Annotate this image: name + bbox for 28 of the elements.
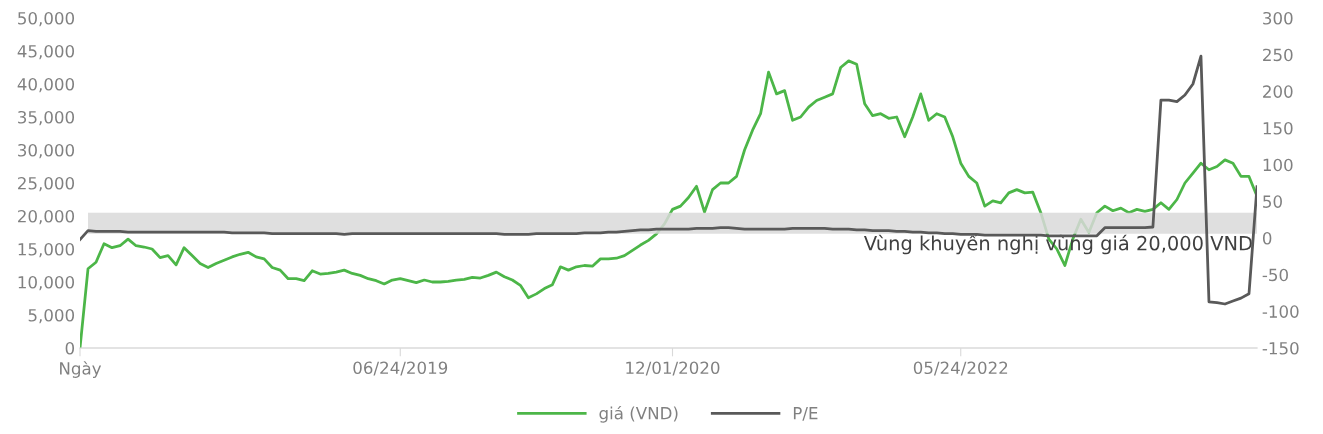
x-tick-label: 06/24/2019 bbox=[353, 361, 448, 376]
y-tick-label: 20,000 bbox=[18, 209, 75, 225]
y2-tick-label: -150 bbox=[1262, 341, 1299, 355]
y2-tick-label: 50 bbox=[1263, 195, 1282, 208]
y2-tick-label: 0 bbox=[1262, 231, 1272, 245]
y2-tick-label: 300 bbox=[1263, 11, 1293, 25]
x-tick-label: Ngày bbox=[60, 361, 102, 378]
y2-tick-label: 100 bbox=[1263, 158, 1293, 172]
y-tick-label: 10,000 bbox=[18, 275, 75, 291]
y2-tick-label: -100 bbox=[1262, 305, 1299, 318]
y2-tick-label: 200 bbox=[1263, 85, 1293, 98]
y2-tick-label: 150 bbox=[1263, 121, 1293, 135]
y-tick-label: 15,000 bbox=[18, 242, 75, 258]
y-tick-label: 45,000 bbox=[17, 44, 75, 60]
y2-tick-label: 250 bbox=[1263, 48, 1293, 62]
x-tick-label: 05/24/2022 bbox=[913, 361, 1008, 376]
legend-label: giá (VND) bbox=[599, 405, 678, 423]
y-tick-label: 40,000 bbox=[17, 77, 75, 93]
y-tick-label: 35,000 bbox=[18, 110, 75, 126]
legend-label: P/E bbox=[793, 407, 818, 421]
y-tick-label: 50,000 bbox=[18, 11, 75, 27]
y2-tick-label: -50 bbox=[1262, 268, 1288, 282]
y-tick-label: 25,000 bbox=[18, 176, 75, 192]
y-tick-label: 5,000 bbox=[28, 308, 75, 324]
y-tick-label: 30,000 bbox=[18, 143, 75, 159]
y-tick-label: 0 bbox=[65, 341, 75, 355]
line-series bbox=[80, 54, 1257, 306]
x-tick-label: 12/01/2020 bbox=[626, 361, 720, 376]
